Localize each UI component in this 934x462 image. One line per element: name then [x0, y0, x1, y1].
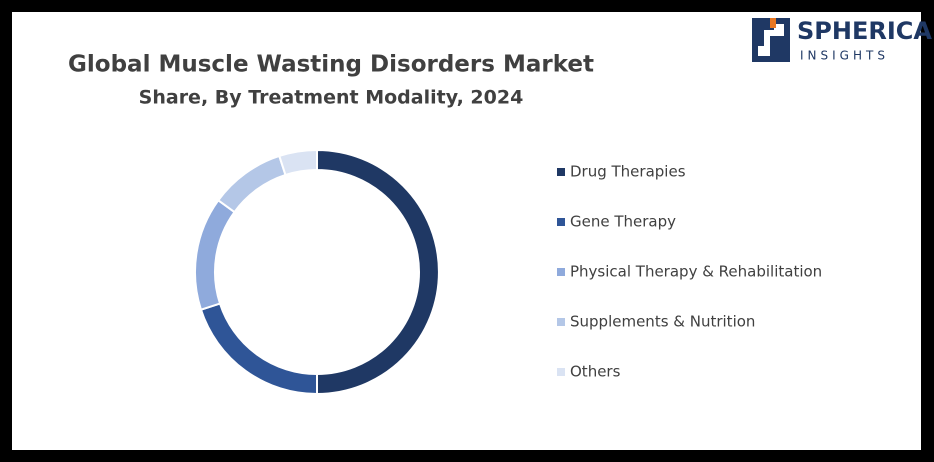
legend-swatch [557, 318, 565, 326]
legend-label: Physical Therapy & Rehabilitation [570, 263, 822, 281]
legend-swatch [557, 168, 565, 176]
legend-label: Supplements & Nutrition [570, 313, 755, 331]
logo-icon-mark [758, 24, 784, 56]
logo-name: SPHERICAL [797, 17, 934, 45]
legend-label: Others [570, 363, 621, 381]
panel [12, 12, 921, 450]
donut-segment [278, 148, 318, 177]
logo: SPHERICAL INSIGHTS [752, 17, 934, 63]
chart-subtitle: Share, By Treatment Modality, 2024 [139, 87, 524, 109]
donut [194, 148, 440, 396]
legend-swatch [557, 218, 565, 226]
logo-tagline: INSIGHTS [800, 49, 889, 63]
legend: Drug Therapies Gene Therapy Physical Thera… [557, 163, 822, 381]
legend-label: Drug Therapies [570, 163, 686, 181]
legend-swatch [557, 368, 565, 376]
legend-label: Gene Therapy [570, 213, 676, 231]
chart-title: Global Muscle Wasting Disorders Market [68, 52, 594, 78]
logo-accent [770, 18, 776, 28]
legend-swatch [557, 268, 565, 276]
